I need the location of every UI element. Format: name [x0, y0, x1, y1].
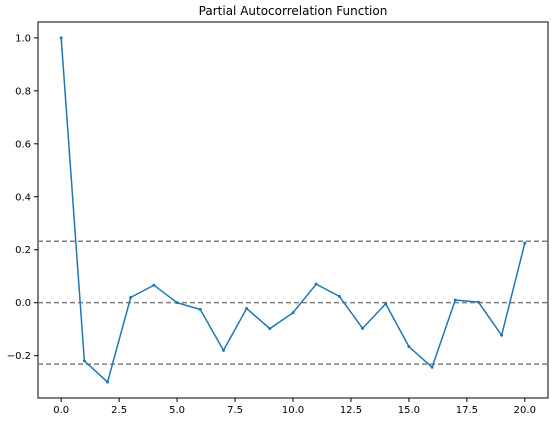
x-tick-label: 0.0	[53, 405, 69, 416]
y-tick-label: 0.0	[15, 298, 31, 309]
y-axis-ticks: −0.2 0.0 0.2 0.4 0.6 0.8 1.0	[7, 33, 38, 362]
data-point-14	[384, 302, 388, 306]
x-tick-label: 12.5	[340, 405, 362, 416]
data-point-15	[407, 345, 411, 349]
data-point-2	[106, 380, 110, 384]
data-point-11	[314, 282, 318, 286]
data-point-20	[523, 241, 527, 245]
data-point-13	[361, 326, 365, 330]
data-point-0	[59, 36, 63, 40]
data-point-3	[129, 295, 133, 299]
x-tick-label: 20.0	[514, 405, 536, 416]
x-axis-ticks: 0.0 2.5 5.0 7.5 10.0 12.5 15.0 17.5 20.0	[53, 398, 536, 416]
chart-title: Partial Autocorrelation Function	[198, 4, 388, 18]
x-tick-label: 15.0	[398, 405, 420, 416]
data-point-17	[453, 298, 457, 302]
data-point-16	[430, 365, 434, 369]
y-tick-label: 1.0	[15, 33, 31, 44]
confidence-lines	[38, 240, 548, 365]
data-point-1	[82, 359, 86, 363]
y-tick-label: −0.2	[7, 351, 31, 362]
x-tick-label: 7.5	[227, 405, 243, 416]
y-tick-label: 0.8	[15, 86, 31, 97]
data-point-8	[245, 307, 249, 311]
plot-area-frame	[37, 21, 549, 399]
x-tick-label: 2.5	[111, 405, 127, 416]
y-tick-label: 0.2	[15, 245, 31, 256]
y-tick-label: 0.6	[15, 139, 31, 150]
data-point-12	[337, 294, 341, 298]
x-tick-label: 17.5	[456, 405, 478, 416]
data-point-6	[198, 308, 202, 312]
x-tick-label: 5.0	[169, 405, 185, 416]
data-point-18	[476, 300, 480, 304]
data-point-9	[268, 327, 272, 331]
data-point-10	[291, 311, 295, 315]
data-point-4	[152, 283, 156, 287]
series-group	[59, 36, 527, 384]
data-point-7	[221, 348, 225, 352]
series-line-0	[60, 37, 526, 384]
x-tick-label: 10.0	[282, 405, 304, 416]
data-point-5	[175, 301, 179, 305]
data-point-19	[500, 333, 504, 337]
y-tick-label: 0.4	[15, 192, 31, 203]
